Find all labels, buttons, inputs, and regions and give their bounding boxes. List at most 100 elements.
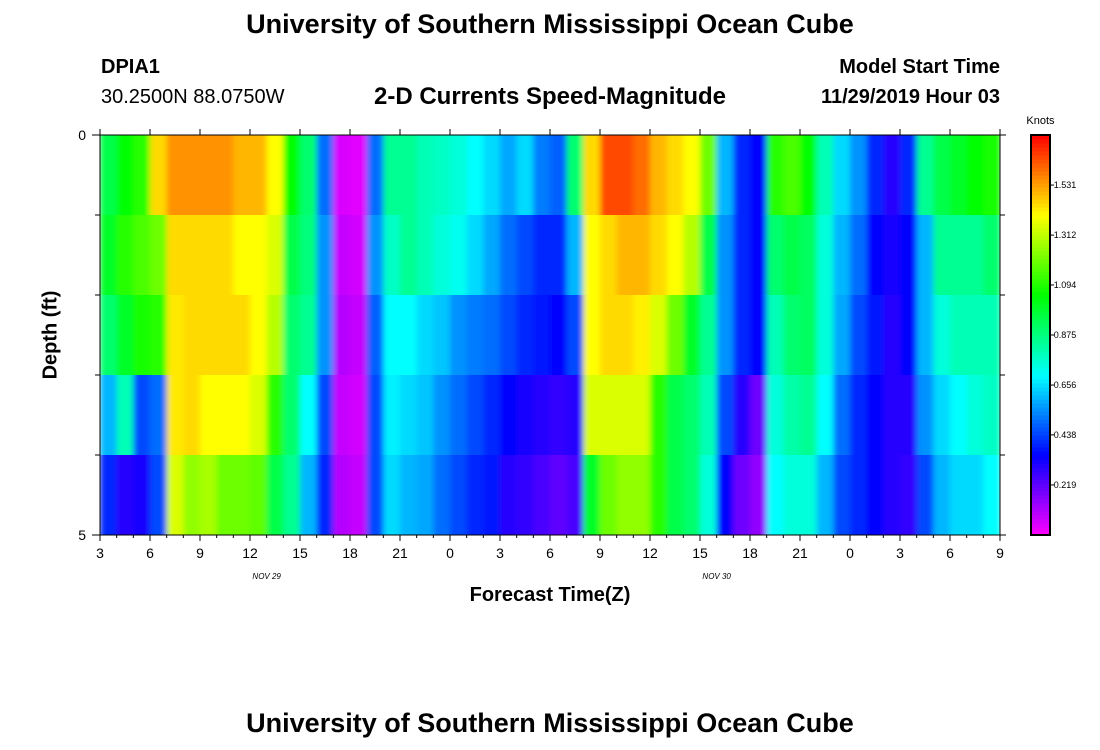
heatmap-cell bbox=[883, 215, 901, 296]
heatmap-cell bbox=[983, 375, 1000, 456]
colorbar-segment bbox=[1031, 187, 1050, 192]
heatmap-cell bbox=[383, 375, 401, 456]
heatmap-cell bbox=[700, 295, 718, 376]
heatmap-cell bbox=[566, 135, 585, 216]
heatmap-cell bbox=[716, 135, 735, 216]
heatmap-cell bbox=[700, 375, 718, 456]
x-date-label: NOV 29 bbox=[252, 572, 281, 581]
heatmap-cell bbox=[916, 295, 935, 376]
heatmap-cell bbox=[283, 135, 301, 216]
colorbar-segment bbox=[1031, 355, 1050, 360]
heatmap-cell bbox=[900, 215, 918, 296]
heatmap-cell bbox=[583, 455, 601, 535]
heatmap-cell bbox=[116, 135, 135, 216]
heatmap-cell bbox=[433, 455, 451, 535]
heatmap-cell bbox=[916, 135, 935, 216]
colorbar-segment bbox=[1031, 467, 1050, 472]
heatmap-cell bbox=[966, 455, 985, 535]
x-tick-label: 18 bbox=[742, 545, 758, 561]
heatmap-cell bbox=[916, 455, 935, 535]
x-tick-label: 12 bbox=[642, 545, 658, 561]
heatmap-cell bbox=[483, 215, 501, 296]
x-tick-label: 6 bbox=[546, 545, 554, 561]
heatmap-cell bbox=[716, 455, 735, 535]
station-id: DPIA1 bbox=[101, 56, 160, 78]
heatmap-cell bbox=[416, 135, 435, 216]
heatmap-cell bbox=[716, 215, 735, 296]
heatmap-cell bbox=[566, 215, 585, 296]
heatmap-cell bbox=[566, 295, 585, 376]
heatmap-cell bbox=[750, 135, 768, 216]
heatmap-cell bbox=[350, 215, 368, 296]
heatmap-cell bbox=[516, 295, 535, 376]
heatmap-cell bbox=[833, 215, 851, 296]
heatmap-cell bbox=[466, 455, 485, 535]
heatmap-cell bbox=[416, 375, 435, 456]
colorbar-segment bbox=[1031, 135, 1050, 140]
colorbar-segment bbox=[1031, 295, 1050, 300]
heatmap-cell bbox=[300, 135, 318, 216]
colorbar-segment bbox=[1031, 299, 1050, 304]
colorbar-segment bbox=[1031, 203, 1050, 208]
heatmap-cell bbox=[500, 295, 518, 376]
heatmap-cell bbox=[233, 455, 251, 535]
colorbar-segment bbox=[1031, 147, 1050, 152]
heatmap-cell bbox=[966, 375, 985, 456]
heatmap-cell bbox=[333, 455, 351, 535]
heatmap-cell bbox=[866, 215, 885, 296]
colorbar-segment bbox=[1031, 283, 1050, 288]
heatmap-cell bbox=[766, 215, 785, 296]
x-tick-label: 9 bbox=[996, 545, 1004, 561]
heatmap-cell bbox=[266, 215, 285, 296]
heatmap-cell bbox=[100, 295, 118, 376]
heatmap-cell bbox=[550, 295, 568, 376]
colorbar-segment bbox=[1031, 155, 1050, 160]
heatmap-cell bbox=[283, 295, 301, 376]
colorbar-segment bbox=[1031, 407, 1050, 412]
heatmap-cell bbox=[516, 135, 535, 216]
heatmap-cell bbox=[500, 135, 518, 216]
heatmap-cell bbox=[850, 455, 868, 535]
heatmap-cell bbox=[666, 135, 685, 216]
heatmap-cell bbox=[466, 215, 485, 296]
heatmap-cell bbox=[800, 455, 818, 535]
heatmap-cell bbox=[900, 295, 918, 376]
colorbar-segment bbox=[1031, 383, 1050, 388]
heatmap-cell bbox=[766, 375, 785, 456]
heatmap-cell bbox=[666, 375, 685, 456]
heatmap-cell bbox=[283, 215, 301, 296]
heatmap-cell bbox=[516, 455, 535, 535]
heatmap-cell bbox=[216, 375, 235, 456]
colorbar-segment bbox=[1031, 343, 1050, 348]
colorbar-segment bbox=[1031, 207, 1050, 212]
heatmap-cell bbox=[166, 215, 185, 296]
heatmap-cell bbox=[616, 295, 635, 376]
heatmap-cell bbox=[466, 295, 485, 376]
heatmap-cell bbox=[333, 135, 351, 216]
colorbar-segment bbox=[1031, 363, 1050, 368]
heatmap-cell bbox=[433, 135, 451, 216]
heatmap-cell bbox=[383, 215, 401, 296]
colorbar-segment bbox=[1031, 303, 1050, 308]
heatmap-cell bbox=[416, 295, 435, 376]
heatmap-cell bbox=[116, 455, 135, 535]
colorbar-unit-label: Knots bbox=[1026, 115, 1055, 127]
heatmap-cell bbox=[600, 295, 618, 376]
heatmap-cell bbox=[733, 455, 751, 535]
heatmap-cell bbox=[700, 455, 718, 535]
heatmap-cell bbox=[866, 455, 885, 535]
colorbar-segment bbox=[1031, 423, 1050, 428]
colorbar-segment bbox=[1031, 527, 1050, 532]
heatmap-cell bbox=[683, 295, 701, 376]
colorbar-segment bbox=[1031, 339, 1050, 344]
heatmap-cell bbox=[550, 135, 568, 216]
x-tick-label: 18 bbox=[342, 545, 358, 561]
heatmap-cell bbox=[816, 455, 835, 535]
heatmap-cell bbox=[366, 375, 385, 456]
colorbar-segment bbox=[1031, 331, 1050, 336]
heatmap-cell bbox=[966, 135, 985, 216]
heatmap-cell bbox=[900, 375, 918, 456]
heatmap-cell bbox=[350, 135, 368, 216]
heatmap-cell bbox=[683, 455, 701, 535]
